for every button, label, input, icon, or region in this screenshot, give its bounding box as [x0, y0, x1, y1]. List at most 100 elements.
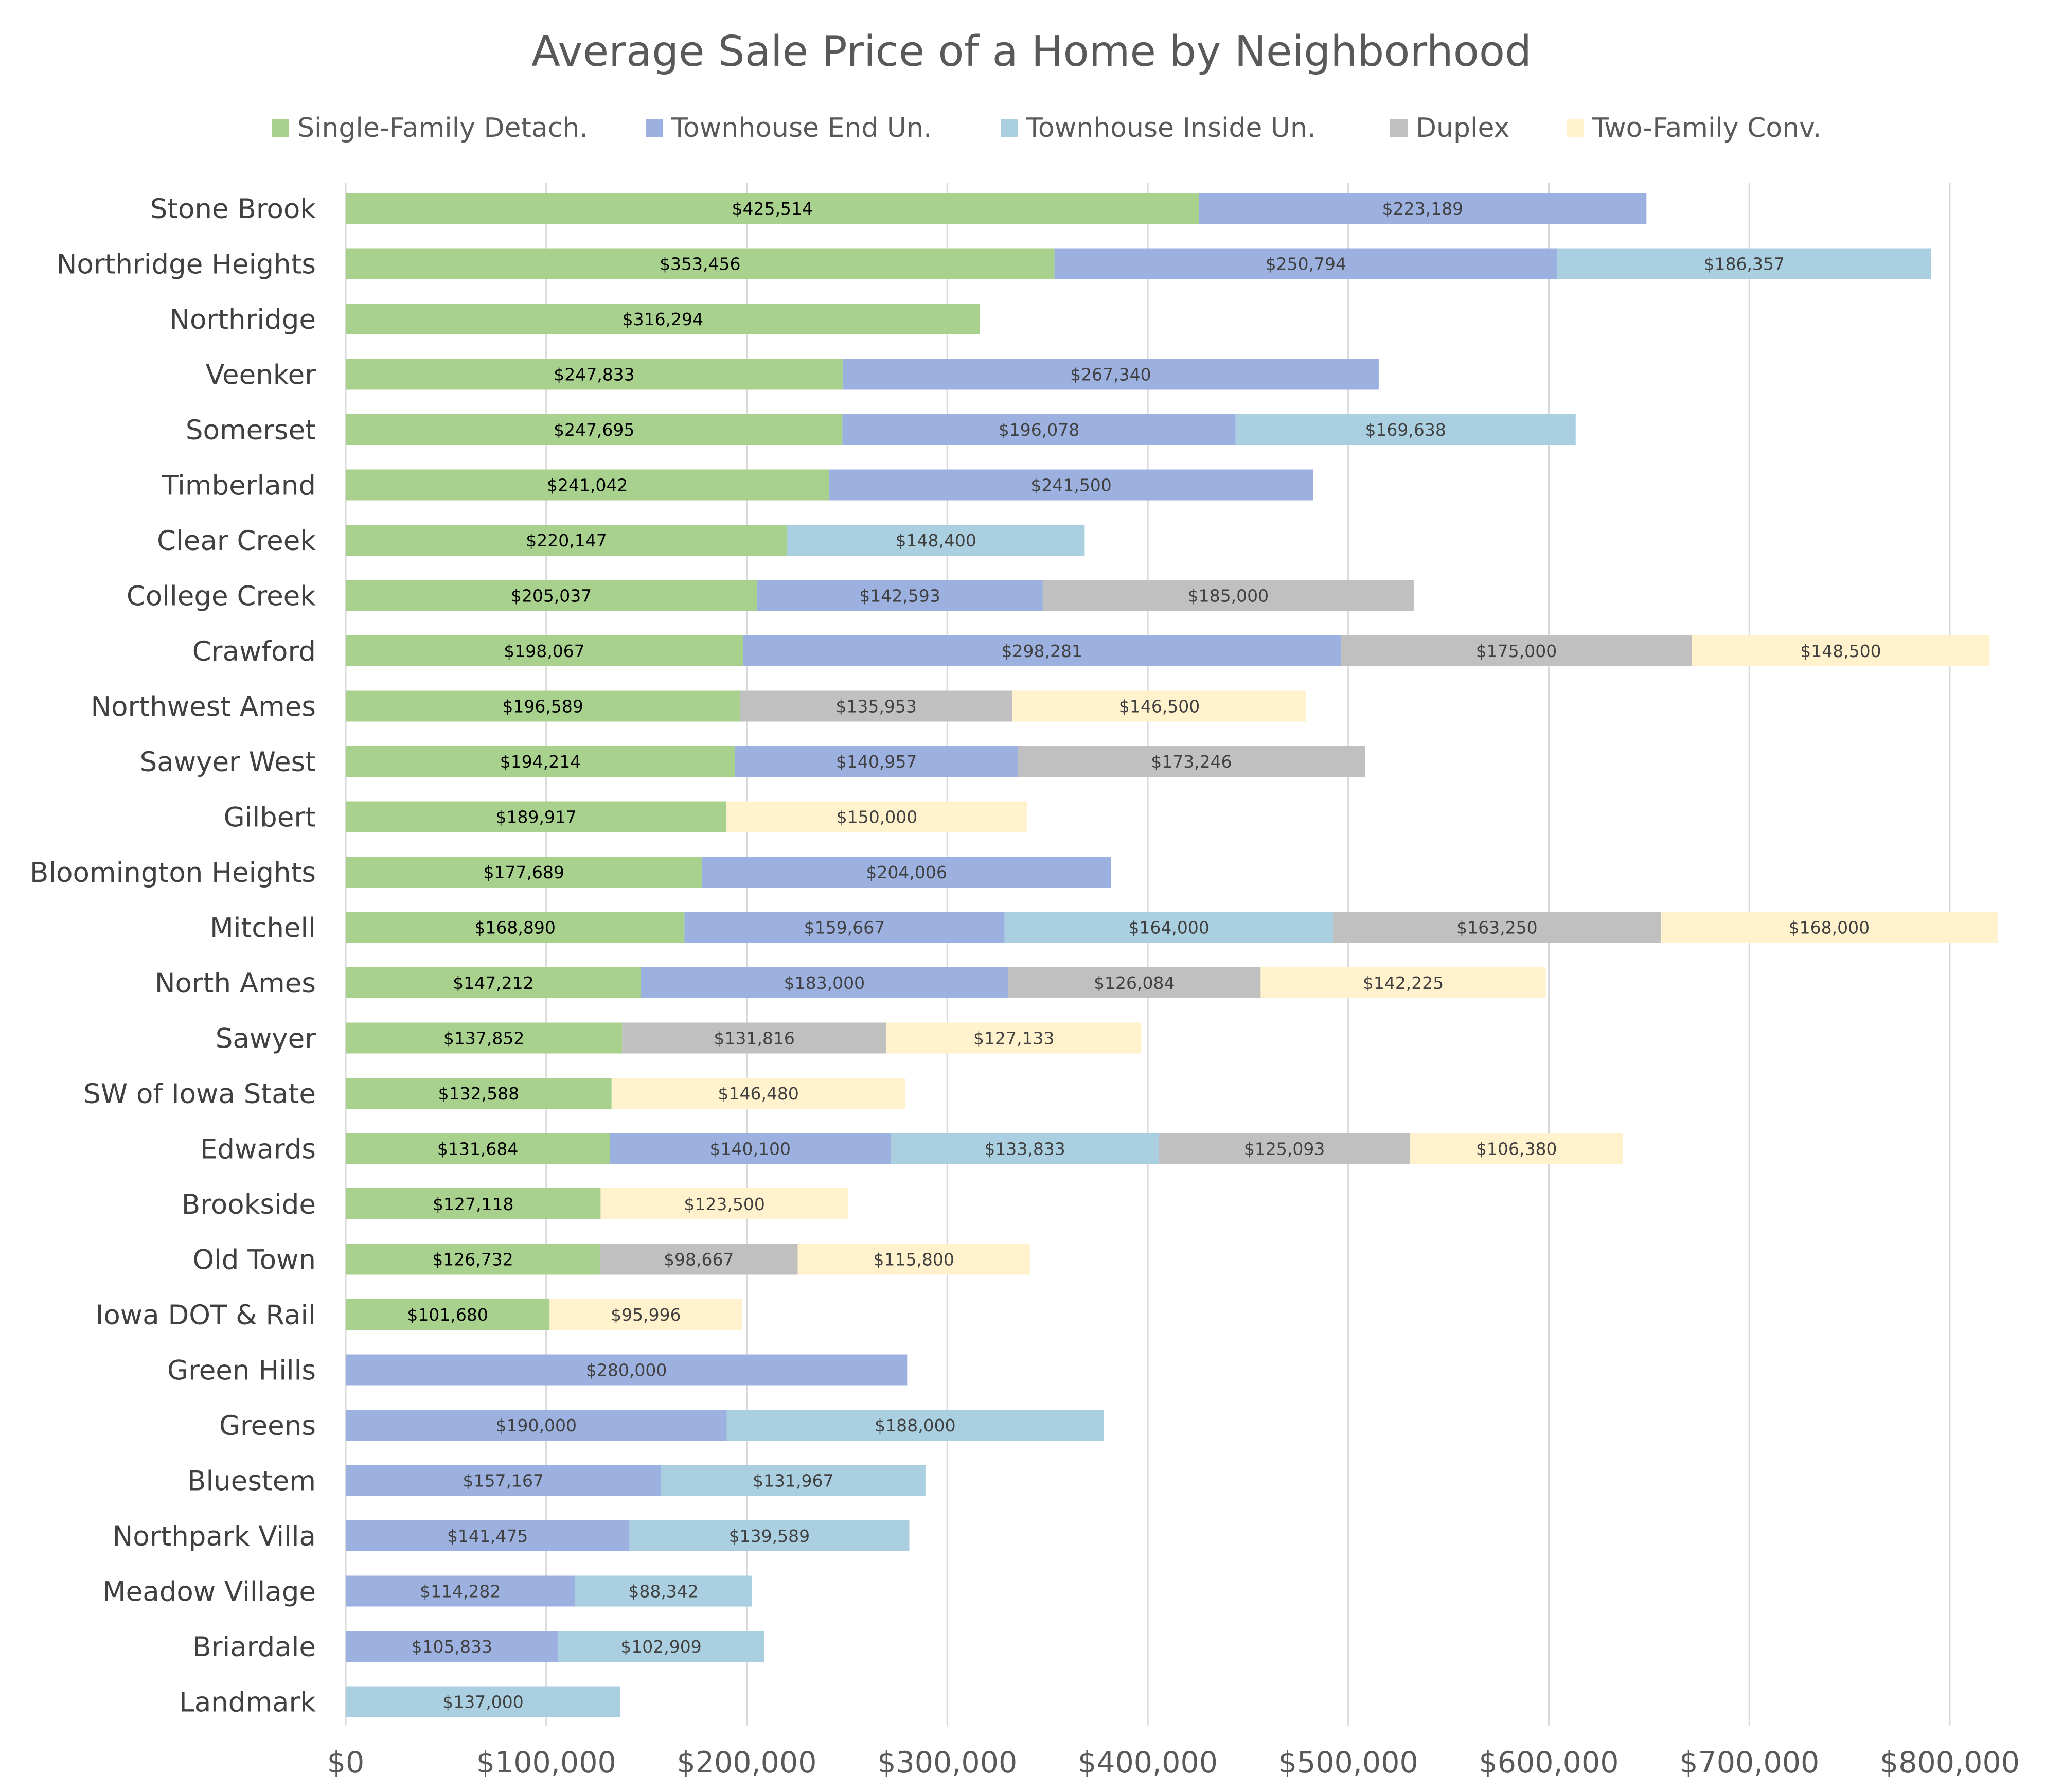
bar-segment	[1004, 912, 1333, 943]
bar-segment	[726, 801, 1027, 832]
bar-segment	[600, 1188, 848, 1219]
bar-value-label: $425,514	[732, 199, 812, 219]
legend-label: Duplex	[1416, 113, 1509, 144]
bar-segment	[346, 690, 740, 722]
bar-segment	[886, 1022, 1142, 1054]
category-label: Edwards	[200, 1134, 316, 1165]
bar-segment	[1042, 580, 1414, 611]
bar-segment	[599, 1244, 798, 1275]
bar-value-label: $183,000	[784, 973, 865, 993]
legend-swatch	[1567, 119, 1584, 137]
chart-title: Average Sale Price of a Home by Neighbor…	[531, 27, 1532, 76]
bar-value-label: $220,147	[526, 530, 607, 551]
bar-value-label: $131,816	[714, 1028, 794, 1049]
bar-value-label: $123,500	[684, 1194, 764, 1214]
bar-value-label: $132,588	[438, 1084, 519, 1104]
bar-segment	[622, 1022, 887, 1054]
category-label: Green Hills	[167, 1355, 316, 1387]
bar-value-label: $198,067	[504, 641, 584, 661]
bar-segment	[346, 1631, 558, 1662]
bar-segment	[1008, 967, 1261, 998]
category-label: College Creek	[127, 581, 316, 612]
category-label: Greens	[219, 1410, 316, 1442]
category-label: Sawyer West	[140, 747, 316, 778]
bar-value-label: $280,000	[586, 1360, 667, 1380]
bar-value-label: $316,294	[623, 309, 703, 329]
bar-segment	[575, 1575, 752, 1607]
bar-value-label: $148,500	[1800, 641, 1881, 661]
x-tick-label: $0	[327, 1746, 365, 1780]
bar-segment	[346, 1022, 623, 1054]
bar-segment	[757, 580, 1043, 611]
bar-segment	[346, 1520, 630, 1551]
bar-value-label: $163,250	[1456, 918, 1537, 938]
bar-segment	[661, 1465, 926, 1496]
category-label: Northpark Villa	[113, 1521, 316, 1552]
bar-value-label: $194,214	[500, 752, 581, 772]
bar-segment	[787, 525, 1085, 556]
bar-segment	[641, 967, 1008, 998]
bar-value-label: $95,996	[611, 1305, 681, 1325]
bar-segment	[346, 1410, 727, 1441]
bar-segment	[346, 469, 829, 501]
category-labels: Stone Brook Northridge Heights Northridge V…	[30, 193, 316, 1718]
bar-value-label: $204,006	[866, 862, 947, 882]
bar-value-label: $148,400	[895, 530, 976, 551]
bar-segment	[735, 746, 1018, 777]
bar-value-label: $137,000	[442, 1692, 523, 1712]
bar-segment	[829, 469, 1313, 501]
bar-value-label: $196,589	[502, 697, 583, 717]
bar-value-label: $142,225	[1363, 973, 1444, 993]
bar-value-label: $205,037	[511, 586, 592, 606]
category-label: Meadow Village	[102, 1576, 316, 1608]
bar-segment	[1692, 635, 1990, 666]
bar-segment	[549, 1299, 742, 1330]
bar-value-label: $140,957	[836, 752, 917, 772]
bar-value-label: $175,000	[1476, 641, 1557, 661]
bar-value-label: $247,695	[554, 420, 634, 440]
bar-segment	[1199, 193, 1647, 224]
category-label: Gilbert	[224, 802, 316, 833]
category-label: Stone Brook	[150, 193, 316, 225]
x-axis-tick-labels: $0 $100,000 $200,000 $300,000 $400,000 $500,0…	[327, 1746, 2020, 1780]
bar-segment	[797, 1244, 1030, 1275]
category-label: North Ames	[155, 968, 316, 999]
bar-value-label: $169,638	[1365, 420, 1446, 440]
bar-value-label: $102,909	[620, 1637, 701, 1657]
bar-segment	[611, 1078, 905, 1109]
x-tick-label: $700,000	[1679, 1746, 1819, 1780]
bar-value-label: $140,100	[710, 1139, 791, 1159]
bar-value-label: $146,500	[1119, 697, 1200, 717]
bar-segment	[842, 414, 1236, 445]
category-label: Brookside	[182, 1189, 316, 1220]
x-tick-label: $500,000	[1278, 1746, 1418, 1780]
bar-segment	[346, 525, 788, 556]
bar-value-label: $173,246	[1151, 752, 1232, 772]
bar-segment	[346, 1686, 620, 1717]
category-label: Briardale	[192, 1631, 316, 1663]
bar-segment	[1012, 690, 1307, 722]
bar-value-label: $88,342	[628, 1582, 698, 1602]
bar-segment	[346, 304, 980, 334]
bar-segment	[1661, 912, 1998, 943]
legend: Single-Family Detach. Townhouse End Un. To…	[272, 113, 1821, 144]
legend-swatch	[1001, 119, 1018, 137]
legend-swatch	[1390, 119, 1408, 137]
bar-value-label: $267,340	[1070, 365, 1151, 385]
bar-segment	[1159, 1133, 1410, 1164]
category-label: Mitchell	[210, 913, 316, 944]
category-label: Bloomington Heights	[30, 857, 316, 889]
bar-value-label: $150,000	[837, 807, 917, 827]
bar-segment	[346, 635, 743, 666]
bar-value-label: $241,500	[1030, 475, 1111, 495]
bar-value-label: $115,800	[873, 1250, 954, 1270]
bar-value-label: $196,078	[999, 420, 1079, 440]
x-tick-label: $300,000	[877, 1746, 1017, 1780]
bar-segment	[346, 801, 727, 832]
bar-value-label: $135,953	[835, 697, 916, 717]
bar-segment	[346, 1133, 610, 1164]
bar-segment	[346, 248, 1055, 279]
bar-segment	[558, 1631, 764, 1662]
bar-segment	[346, 746, 735, 777]
